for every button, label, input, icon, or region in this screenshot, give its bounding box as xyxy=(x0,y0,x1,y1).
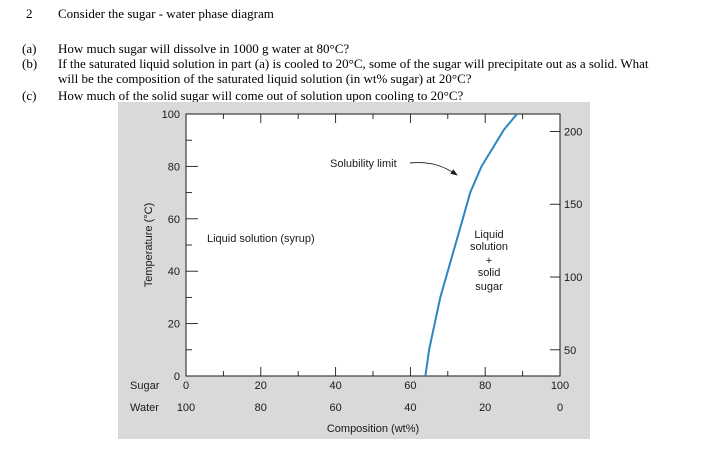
part-c-text: How much of the solid sugar will come ou… xyxy=(58,88,464,103)
x-tick-label-water: 20 xyxy=(479,402,491,414)
annotation-liquid-region: Liquid solution (syrup) xyxy=(207,233,315,245)
part-a-text: How much sugar will dissolve in 1000 g w… xyxy=(58,41,350,56)
y2-tick-label: 150 xyxy=(564,199,582,211)
part-b-text-line2: will be the composition of the saturated… xyxy=(58,71,472,86)
x-tick-label-water: 40 xyxy=(404,402,416,414)
x-tick-label-sugar: 40 xyxy=(329,380,341,392)
part-b-label: (b) xyxy=(22,56,38,71)
x-row-label-sugar: Sugar xyxy=(130,380,160,392)
problem-number: 2 xyxy=(26,6,33,21)
y2-tick-label: 50 xyxy=(564,345,576,357)
solubility-limit-curve xyxy=(424,113,518,377)
x-tick-label-sugar: 20 xyxy=(255,380,267,392)
x-tick-label-water: 60 xyxy=(329,402,341,414)
part-b-text-line1: If the saturated liquid solution in part… xyxy=(58,56,649,71)
x-axis-label: Composition (wt%) xyxy=(327,423,419,435)
y-tick-label: 0 xyxy=(174,371,180,383)
x-row-label-water: Water xyxy=(130,402,159,414)
y-tick-label: 60 xyxy=(168,214,180,226)
annotation-two-phase-line3: + xyxy=(486,255,492,267)
annotation-two-phase-line2: solution xyxy=(470,241,508,253)
x-tick-label-water: 80 xyxy=(255,402,267,414)
x-tick-label-sugar: 80 xyxy=(479,380,491,392)
y-tick-label: 80 xyxy=(168,161,180,173)
annotation-two-phase-line5: sugar xyxy=(475,281,503,293)
x-tick-label-sugar: 60 xyxy=(404,380,416,392)
annotation-two-phase-line4: solid xyxy=(478,267,501,279)
plot-area xyxy=(185,113,561,377)
solubility-limit-arrow xyxy=(409,162,458,176)
annotation-solubility-limit: Solubility limit xyxy=(330,158,397,170)
problem-title: Consider the sugar - water phase diagram xyxy=(58,6,274,21)
annotation-two-phase-line1: Liquid xyxy=(474,229,503,241)
x-tick-label-sugar: 0 xyxy=(183,380,189,392)
y2-tick-label: 200 xyxy=(564,126,582,138)
y-tick-label: 20 xyxy=(168,319,180,331)
x-tick-label-water: 100 xyxy=(177,402,195,414)
axis-ticks xyxy=(185,113,561,377)
y-axis-label: Temperature (°C) xyxy=(143,203,155,287)
x-tick-label-water: 0 xyxy=(557,402,563,414)
x-tick-label-sugar: 100 xyxy=(551,380,569,392)
y2-tick-label: 100 xyxy=(564,272,582,284)
y-tick-label: 40 xyxy=(168,266,180,278)
part-c-label: (c) xyxy=(22,88,37,103)
part-a-label: (a) xyxy=(22,41,37,56)
y-tick-label: 100 xyxy=(162,109,180,121)
